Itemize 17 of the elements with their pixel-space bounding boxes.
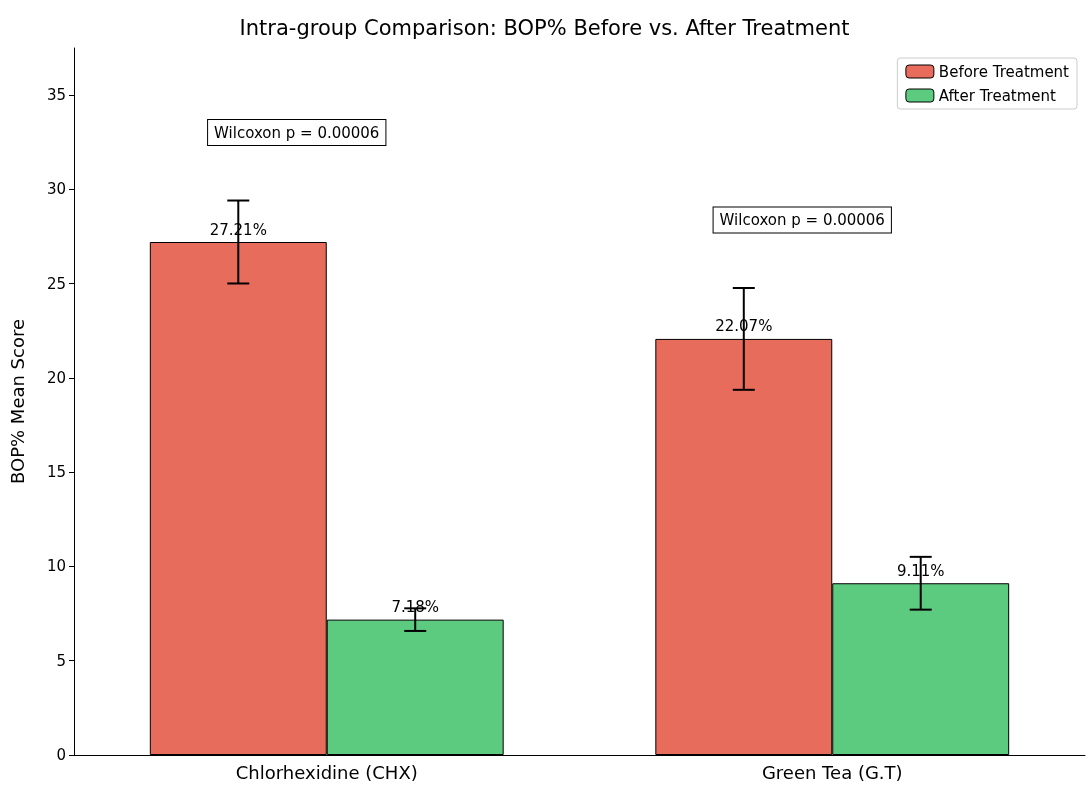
x-tick-label: Chlorhexidine (CHX) — [235, 761, 418, 783]
y-tick-label: 5 — [56, 651, 66, 670]
data-label: 7.18% — [391, 598, 440, 617]
legend-label: Before Treatment — [938, 62, 1070, 81]
legend-label: After Treatment — [938, 86, 1057, 105]
y-axis-title: BOP% Mean Score — [6, 318, 28, 485]
annotation: Wilcoxon p = 0.00006 — [214, 123, 380, 142]
y-tick-label: 30 — [46, 180, 66, 199]
y-tick-label: 0 — [56, 746, 66, 764]
y-tick-label: 10 — [46, 557, 66, 576]
y-tick-label: 35 — [46, 86, 66, 105]
chart-title: Intra-group Comparison: BOP% Before vs. After Treatment — [239, 15, 850, 40]
annotation: Wilcoxon p = 0.00006 — [719, 211, 885, 229]
x-tick-label: Green Tea (G.T) — [761, 761, 903, 783]
y-tick-label: 25 — [46, 274, 66, 293]
y-tick-label: 20 — [46, 368, 66, 387]
y-tick-label: 15 — [46, 463, 66, 482]
